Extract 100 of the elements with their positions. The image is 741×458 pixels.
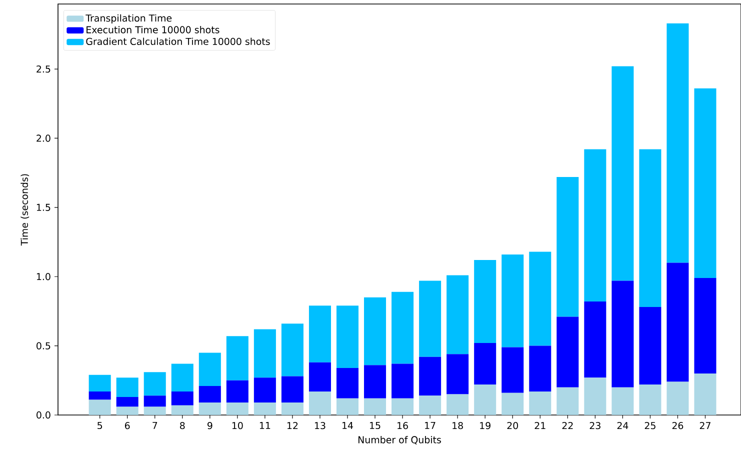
legend-label: Execution Time 10000 shots [86,26,220,34]
bar [144,396,166,407]
bar [639,149,662,308]
x-tick-label: 11 [260,422,270,429]
y-axis-title: Time (seconds) [20,174,30,246]
bar [502,392,524,415]
bar [639,307,662,385]
bar [254,402,276,415]
bar [446,354,469,394]
bar [171,364,194,392]
bar [392,292,414,364]
bar [364,297,386,366]
bar [584,302,606,378]
x-tick-label: 17 [425,422,436,429]
bar [171,391,194,406]
bar [556,176,579,317]
x-tick-label: 7 [152,422,158,429]
bar [336,368,358,398]
x-tick-label: 18 [452,422,463,430]
y-tick-label: 2.5 [36,65,50,73]
bar [198,352,221,386]
bar [144,406,166,415]
bar [584,149,606,302]
bar [529,252,552,346]
bar [364,365,386,398]
x-tick-label: 19 [480,422,490,430]
bar [281,402,304,415]
bar [666,262,689,382]
x-tick-label: 6 [124,422,130,430]
bar [88,400,111,415]
bar [88,374,111,392]
bar [254,329,276,378]
bar [308,306,331,362]
bar [694,88,716,278]
bar [612,66,634,281]
bar [419,280,442,357]
bar [612,280,634,388]
bar [336,306,358,368]
bar [308,391,331,415]
y-tick-label: 0.0 [36,411,50,419]
bar [198,402,221,415]
bar [144,372,166,396]
bar [556,316,579,388]
bar [666,382,689,415]
bar [446,394,469,415]
x-tick-label: 16 [398,422,408,430]
x-tick-label: 26 [672,422,684,430]
y-tick-label: 2.0 [36,134,50,142]
bar [666,23,689,263]
bar [226,336,248,380]
bar [336,398,358,415]
x-tick-label: 14 [342,422,353,429]
x-tick-label: 12 [287,422,298,430]
x-tick-label: 8 [180,422,185,430]
bar [281,376,304,403]
bar [116,397,138,407]
bar [529,346,552,392]
bar [281,324,304,376]
legend-label: Gradient Calculation Time 10000 shots [86,38,270,46]
y-tick-label: 1.0 [36,273,50,280]
bar [116,406,138,415]
bar [446,275,469,354]
y-tick-label: 1.5 [36,204,50,211]
x-tick-label: 15 [370,422,380,430]
bar [419,356,442,396]
bar [88,391,111,400]
x-tick-label: 20 [507,422,518,430]
bar [474,343,496,385]
bar [308,362,331,392]
bar [198,386,221,403]
bar [419,396,442,415]
bar [556,387,579,415]
bar [474,260,496,344]
bar [474,384,496,415]
bar [584,378,606,415]
x-tick-label: 5 [98,422,102,430]
bar [392,398,414,415]
bar [116,378,138,398]
bar [254,378,276,403]
bar [226,402,248,415]
bar [529,391,552,415]
bar [226,380,248,403]
y-tick-label: 0.5 [36,342,50,350]
x-tick-label: 13 [315,422,326,430]
bar [364,398,386,415]
bar [392,364,414,398]
bar [639,384,662,415]
bar [502,254,524,348]
bar [502,347,524,393]
x-tick-label: 22 [562,422,573,430]
bar [612,387,634,415]
x-tick-label: 21 [534,422,546,430]
legend-label: Transpilation Time [86,14,172,24]
x-axis-title: Number of Qubits [358,436,441,444]
bar [694,373,716,415]
x-tick-label: 10 [232,422,243,430]
bar [694,278,716,374]
x-tick-label: 27 [700,422,710,430]
bar [171,405,194,415]
x-tick-label: 9 [207,422,212,430]
